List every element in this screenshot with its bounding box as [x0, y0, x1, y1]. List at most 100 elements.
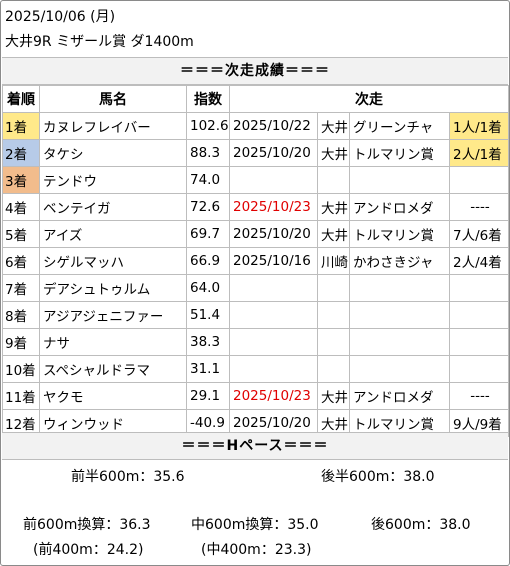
next-date-cell: 2025/10/23 — [229, 382, 318, 410]
next-result-cell: 7人/6着 — [449, 220, 509, 248]
column-header-index: 指数 — [186, 85, 230, 113]
horse-name-cell: スペシャルドラマ — [39, 355, 187, 383]
next-result-cell: ---- — [449, 382, 509, 410]
index-cell: 66.9 — [186, 247, 230, 275]
next-results-heading: ＝＝＝次走成績＝＝＝ — [2, 57, 508, 85]
race-title: 大井9R ミザール賞 ダ1400m — [5, 34, 194, 50]
column-header-horse: 馬名 — [39, 85, 187, 113]
rank-cell: 6着 — [2, 247, 40, 275]
index-cell: 102.6 — [186, 112, 230, 140]
horse-name-cell: シゲルマッハ — [39, 247, 187, 275]
horse-name-cell: ヤクモ — [39, 382, 187, 410]
table-row: 3着 テンドウ 74.0 — [2, 166, 509, 194]
rank-cell: 10着 — [2, 355, 40, 383]
table-row: 4着 ベンテイガ 72.6 2025/10/23 大井 アンドロメダ ---- — [2, 193, 509, 221]
next-venue-cell: 大井 — [317, 382, 350, 410]
next-result-cell: 2人/1着 — [449, 139, 509, 167]
next-race-cell — [349, 328, 450, 356]
next-date-cell — [229, 301, 318, 329]
second-half-600m: 後半600m：38.0 — [321, 469, 435, 485]
index-cell: 88.3 — [186, 139, 230, 167]
next-race-cell — [349, 274, 450, 302]
column-header-next-race: 次走 — [229, 85, 509, 113]
table-row: 10着 スペシャルドラマ 31.1 — [2, 355, 509, 383]
rank-cell: 4着 — [2, 193, 40, 221]
horse-name-cell: デアシュトゥルム — [39, 274, 187, 302]
next-result-cell: 1人/1着 — [449, 112, 509, 140]
horse-name-cell: アイズ — [39, 220, 187, 248]
next-race-cell: アンドロメダ — [349, 382, 450, 410]
horse-name-cell: タケシ — [39, 139, 187, 167]
index-cell: 74.0 — [186, 166, 230, 194]
back-600m: 後600m：38.0 — [371, 517, 471, 533]
next-race-cell — [349, 301, 450, 329]
next-result-cell — [449, 274, 509, 302]
next-date-cell — [229, 328, 318, 356]
table-row: 2着 タケシ 88.3 2025/10/20 大井 トルマリン賞 2人/1着 — [2, 139, 509, 167]
rank-cell: 7着 — [2, 274, 40, 302]
next-results-table: 着順 馬名 指数 次走 1着 カヌレフレイバー 102.6 2025/10/22 大井グ… — [2, 85, 509, 437]
next-result-cell — [449, 166, 509, 194]
table-row: 5着 アイズ 69.7 2025/10/20 大井 トルマリン賞 7人/6着 — [2, 220, 509, 248]
next-result-cell — [449, 355, 509, 383]
table-row: 7着 デアシュトゥルム 64.0 — [2, 274, 509, 302]
next-date-cell: 2025/10/20 — [229, 220, 318, 248]
table-row: 1着 カヌレフレイバー 102.6 2025/10/22 大井 グリーンチャ 1人/1着 — [2, 112, 509, 140]
horse-name-cell: アジアジェニファー — [39, 301, 187, 329]
table-row: 8着 アジアジェニファー 51.4 — [2, 301, 509, 329]
next-race-cell: アンドロメダ — [349, 193, 450, 221]
rank-cell: 1着 — [2, 112, 40, 140]
table-row: 9着 ナサ 38.3 — [2, 328, 509, 356]
column-header-rank: 着順 — [2, 85, 40, 113]
index-cell: 31.1 — [186, 355, 230, 383]
index-cell: 29.1 — [186, 382, 230, 410]
next-venue-cell — [317, 274, 350, 302]
next-date-cell: 2025/10/20 — [229, 139, 318, 167]
table-row: 6着 シゲルマッハ 66.9 2025/10/16 川崎 かわさきジャ 2人/4着 — [2, 247, 509, 275]
next-race-cell: かわさきジャ — [349, 247, 450, 275]
next-venue-cell: 大井 — [317, 112, 350, 140]
first-half-600m: 前半600m：35.6 — [71, 469, 185, 485]
rank-cell: 3着 — [2, 166, 40, 194]
rank-cell: 2着 — [2, 139, 40, 167]
rank-cell: 11着 — [2, 382, 40, 410]
index-cell: 69.7 — [186, 220, 230, 248]
middle-400m: (中400m：23.3) — [201, 542, 312, 558]
next-venue-cell — [317, 301, 350, 329]
index-cell: 64.0 — [186, 274, 230, 302]
race-date: 2025/10/06 (月) — [5, 9, 116, 25]
front-400m: (前400m：24.2) — [33, 542, 144, 558]
rank-cell: 8着 — [2, 301, 40, 329]
horse-name-cell: ベンテイガ — [39, 193, 187, 221]
next-result-cell — [449, 328, 509, 356]
next-race-cell — [349, 355, 450, 383]
next-race-cell: トルマリン賞 — [349, 139, 450, 167]
next-race-cell: トルマリン賞 — [349, 220, 450, 248]
next-date-cell — [229, 166, 318, 194]
rank-cell: 5着 — [2, 220, 40, 248]
index-cell: 38.3 — [186, 328, 230, 356]
next-result-cell — [449, 301, 509, 329]
next-venue-cell: 大井 — [317, 193, 350, 221]
next-result-cell: ---- — [449, 193, 509, 221]
horse-name-cell: テンドウ — [39, 166, 187, 194]
horse-name-cell: カヌレフレイバー — [39, 112, 187, 140]
horse-name-cell: ナサ — [39, 328, 187, 356]
next-date-cell — [229, 274, 318, 302]
front-600m-converted: 前600m換算：36.3 — [23, 517, 151, 533]
table-row: 11着 ヤクモ 29.1 2025/10/23 大井 アンドロメダ ---- — [2, 382, 509, 410]
middle-600m-converted: 中600m換算：35.0 — [191, 517, 319, 533]
next-venue-cell — [317, 328, 350, 356]
next-venue-cell: 大井 — [317, 220, 350, 248]
next-venue-cell: 川崎 — [317, 247, 350, 275]
next-venue-cell: 大井 — [317, 139, 350, 167]
index-cell: 72.6 — [186, 193, 230, 221]
next-date-cell: 2025/10/16 — [229, 247, 318, 275]
next-date-cell: 2025/10/22 — [229, 112, 318, 140]
rank-cell: 9着 — [2, 328, 40, 356]
next-venue-cell — [317, 166, 350, 194]
next-venue-cell — [317, 355, 350, 383]
next-race-cell — [349, 166, 450, 194]
next-result-cell: 2人/4着 — [449, 247, 509, 275]
